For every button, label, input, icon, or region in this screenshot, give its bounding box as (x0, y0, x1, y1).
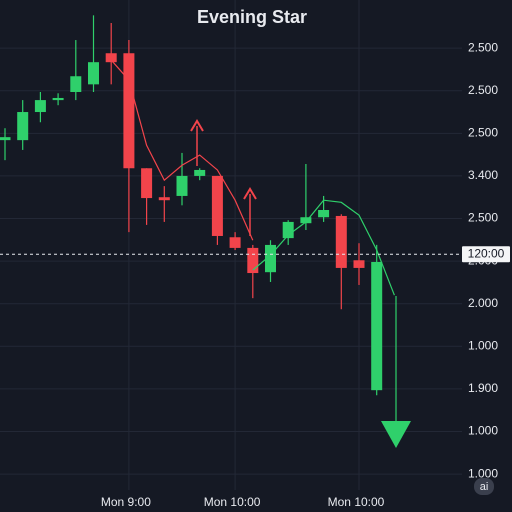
candle-body (34, 100, 46, 113)
candle-body (141, 168, 153, 199)
indicator-line (110, 59, 254, 241)
price-label-box (462, 246, 510, 263)
candle-body (265, 244, 276, 273)
indicator-line (252, 199, 395, 296)
y-tick-label: 1.000 (468, 338, 498, 352)
candle-body (70, 76, 82, 93)
y-tick-label: 2.000 (468, 296, 498, 310)
candle-body (17, 112, 29, 141)
candle-body (194, 169, 206, 176)
y-tick-label: 1.000 (468, 466, 498, 480)
candle-body (0, 137, 11, 141)
price-label: 120:00 (468, 246, 505, 260)
plot: 120:00 (0, 15, 510, 396)
candle-body (282, 221, 294, 239)
candle-body (88, 62, 99, 85)
x-tick-label: Mon 10:00 (328, 495, 385, 509)
candle-body (318, 209, 330, 218)
y-tick-label: 2.500 (468, 83, 498, 97)
y-tick-label: 2.500 (468, 211, 498, 225)
candle-body (371, 261, 383, 391)
candle-body (229, 237, 241, 248)
y-tick-label: 1.000 (468, 424, 498, 438)
y-tick-label: 1.900 (468, 381, 498, 395)
badge-label[interactable]: ai (480, 481, 489, 493)
candle-body (335, 215, 347, 268)
candle-body (105, 53, 117, 63)
y-tick-label: 2.500 (468, 125, 498, 139)
candle-body (52, 97, 64, 101)
signal-arrow (243, 187, 257, 236)
chart-title: Evening Star (197, 7, 307, 27)
candle-body (176, 175, 188, 196)
candle-body (247, 247, 259, 274)
grid: 2.5002.5002.5003.4002.5002.0002.0001.000… (0, 0, 498, 509)
signal-arrow (381, 296, 411, 448)
x-tick-label: Mon 9:00 (101, 495, 151, 509)
candle-body (353, 260, 365, 268)
x-tick-label: Mon 10:00 (204, 495, 261, 509)
candle-body (123, 53, 135, 169)
y-tick-label: 3.400 (468, 168, 498, 182)
signal-arrow (190, 119, 204, 166)
candle-body (211, 175, 223, 236)
candle-body (158, 197, 170, 201)
candle-body (300, 217, 312, 224)
y-tick-label: 2.500 (468, 40, 498, 54)
badge[interactable]: ai (474, 478, 494, 495)
